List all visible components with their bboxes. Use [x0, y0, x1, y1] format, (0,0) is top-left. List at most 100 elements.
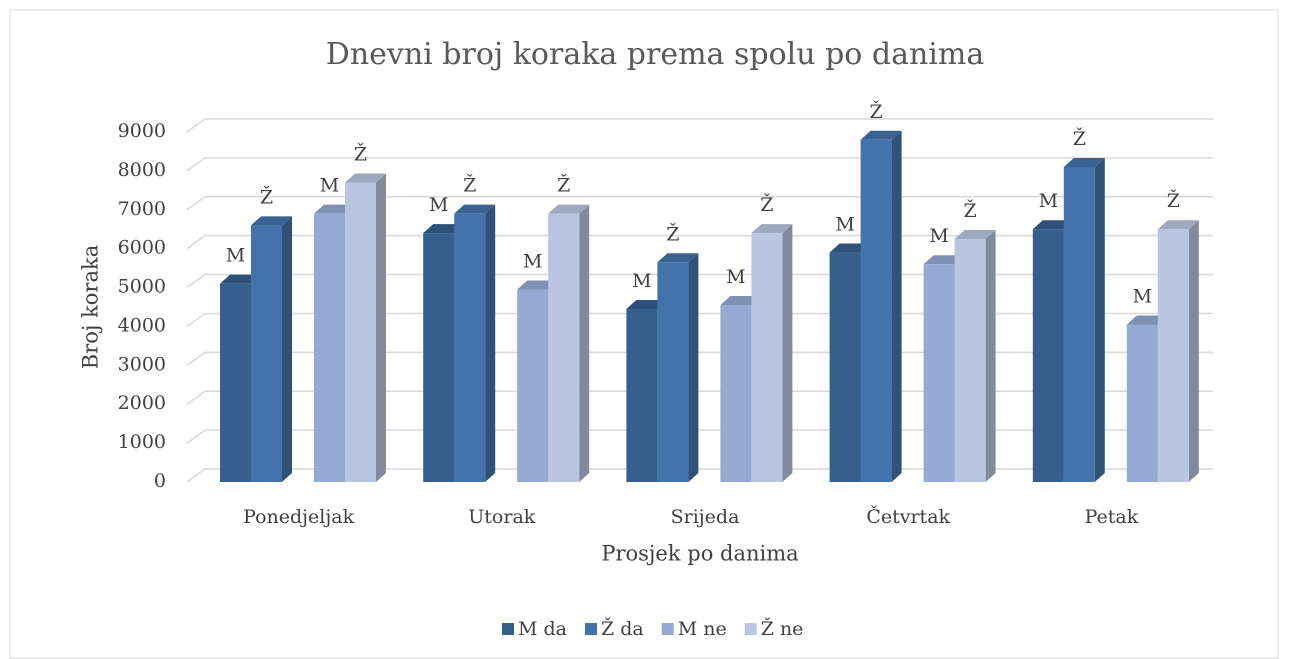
bar-front: [829, 252, 861, 482]
bar: [1063, 158, 1105, 482]
bar-side: [282, 216, 292, 483]
bar-top: [657, 253, 699, 263]
legend-label: Ž da: [601, 617, 644, 640]
data-label: M: [320, 175, 339, 197]
bar: [860, 130, 902, 482]
y-tick-label: 4000: [118, 314, 166, 336]
legend-swatch: [584, 623, 597, 635]
y-axis-title: Broj koraka: [79, 245, 103, 369]
bar-top: [251, 216, 292, 226]
chart-title: Dnevni broj koraka prema spolu po danima: [326, 37, 985, 72]
legend-label: Ž ne: [761, 617, 804, 640]
bar-front: [517, 289, 549, 482]
data-label: Ž: [354, 143, 367, 166]
legend-swatch: [502, 623, 514, 635]
bar-side: [376, 173, 386, 483]
bar-top: [1157, 220, 1199, 230]
data-label: Ž: [557, 174, 570, 197]
bar: [251, 216, 292, 483]
bar-top: [314, 204, 355, 214]
bar-top: [923, 255, 965, 265]
bar-top: [860, 130, 902, 140]
y-tick-label: 6000: [118, 237, 166, 259]
bar-front: [751, 233, 783, 482]
data-label: Ž: [1073, 127, 1086, 150]
bar-top: [720, 296, 762, 306]
bar-front: [626, 308, 658, 482]
data-label: M: [929, 225, 948, 247]
bar: [1157, 220, 1199, 482]
bar-top: [220, 274, 261, 284]
bar-top: [751, 224, 793, 234]
bar-top: [1063, 158, 1105, 167]
data-label: Ž: [260, 185, 273, 208]
y-tick-label: 7000: [118, 198, 166, 220]
bar-top: [829, 243, 871, 253]
y-tick-label: 5000: [118, 276, 166, 298]
bar-front: [345, 182, 376, 483]
bar-top: [954, 229, 996, 239]
bar-top: [548, 204, 590, 214]
bar-front: [954, 238, 986, 482]
data-label: M: [523, 251, 542, 273]
bar-front: [657, 262, 689, 482]
data-label: M: [632, 270, 651, 292]
bar-side: [579, 204, 590, 482]
bar-side: [485, 204, 496, 482]
bar-front: [923, 264, 955, 482]
y-tick-label: 9000: [118, 120, 166, 142]
x-tick-label: Ponedjeljak: [243, 506, 355, 528]
data-label: M: [1133, 286, 1152, 308]
bar: [657, 253, 699, 482]
legend-label: M ne: [678, 618, 727, 640]
grid-line: [186, 118, 1213, 133]
bar-front: [251, 225, 282, 483]
x-tick-label: Utorak: [468, 506, 535, 528]
y-tick-label: 2000: [118, 392, 166, 414]
data-label: M: [1039, 190, 1058, 212]
data-label: M: [835, 214, 854, 236]
bar-front: [1126, 324, 1158, 482]
y-tick-label: 0: [154, 470, 166, 492]
bar-front: [314, 213, 345, 482]
x-tick-label: Petak: [1085, 506, 1139, 528]
bar-top: [345, 173, 386, 183]
legend-swatch: [744, 623, 757, 635]
bar-top: [454, 204, 496, 214]
data-label: M: [429, 194, 448, 216]
bar-top: [1032, 220, 1074, 230]
data-label: Ž: [1167, 189, 1180, 212]
bar-side: [985, 229, 996, 482]
bar-front: [720, 305, 752, 482]
bar-front: [548, 213, 580, 482]
y-tick-label: 8000: [118, 159, 166, 181]
y-tick-label: 3000: [118, 353, 166, 375]
bar-side: [1094, 158, 1105, 482]
bar: [548, 204, 590, 482]
bar-side: [1188, 220, 1199, 482]
bar-front: [220, 283, 251, 482]
data-label: M: [726, 266, 745, 288]
bar-top: [1126, 315, 1168, 325]
bar-top: [423, 224, 465, 234]
bar-front: [423, 233, 455, 482]
bar: [454, 204, 496, 482]
data-label: Ž: [869, 100, 882, 123]
bar: [751, 224, 793, 482]
bar-front: [454, 213, 486, 482]
y-tick-label: 1000: [118, 431, 166, 453]
bar-top: [517, 280, 559, 290]
bar-side: [782, 224, 793, 482]
data-label: Ž: [463, 174, 476, 197]
data-label: M: [226, 245, 245, 267]
x-tick-label: Srijeda: [671, 506, 740, 528]
legend-label: M da: [518, 618, 567, 640]
bar: [345, 173, 386, 483]
x-tick-label: Četvrtak: [866, 505, 950, 528]
bar-front: [1157, 229, 1189, 482]
bar-front: [1032, 229, 1064, 482]
bar-front: [1063, 167, 1095, 482]
bar-side: [688, 253, 699, 482]
bar: [954, 229, 996, 482]
x-axis-title: Prosjek po danima: [601, 542, 798, 566]
